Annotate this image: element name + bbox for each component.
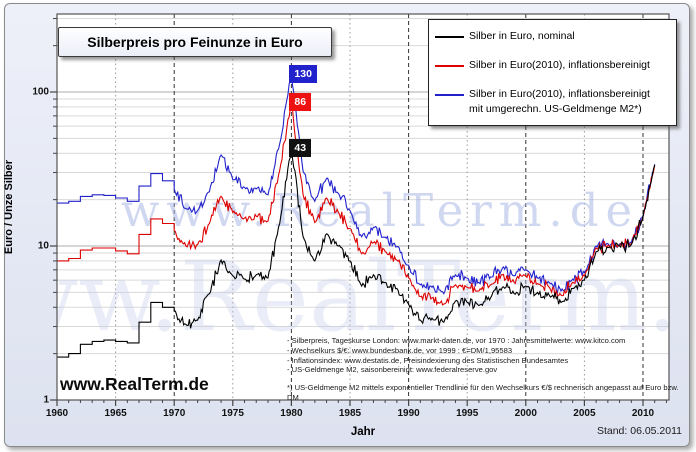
series-lines: [57, 74, 656, 358]
series-line-2: [57, 74, 656, 295]
series-line-1: [57, 102, 656, 306]
series-line-0: [57, 148, 656, 358]
watermark-background-text: www.RealTerm.de: [0, 241, 696, 353]
